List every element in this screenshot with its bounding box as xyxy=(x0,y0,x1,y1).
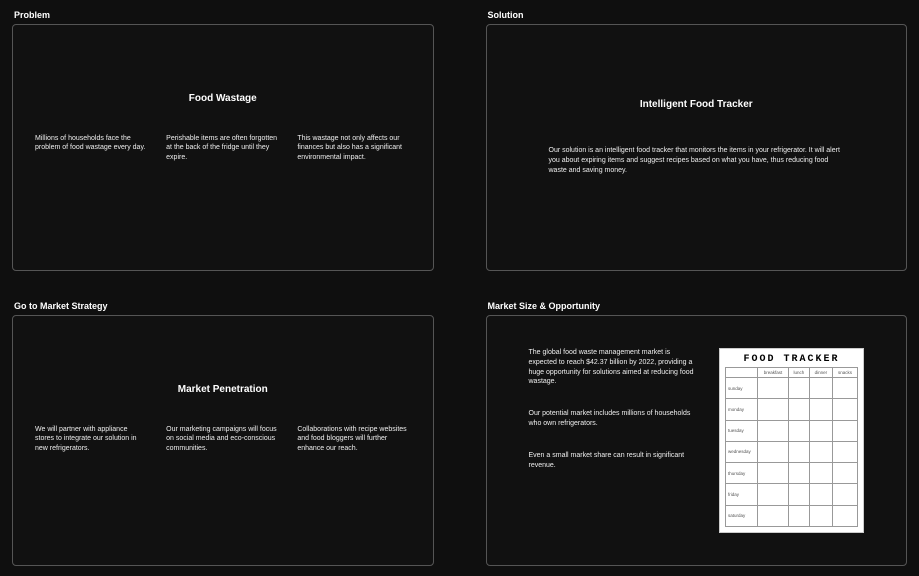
panel-gtm: Market Penetration We will partner with … xyxy=(12,315,434,566)
market-point-3: Even a small market share can result in … xyxy=(529,451,700,471)
tracker-day: sunday xyxy=(726,378,758,399)
tracker-day: tuesday xyxy=(726,420,758,441)
tracker-title: FOOD TRACKER xyxy=(725,354,858,365)
tracker-table: breakfast lunch dinner snacks sunday mon… xyxy=(725,367,858,527)
market-point-1: The global food waste management market … xyxy=(529,348,700,387)
tracker-col-snacks: snacks xyxy=(832,368,857,378)
tracker-body: sunday monday tuesday wednesday thursday… xyxy=(726,378,858,527)
tracker-col-dinner: dinner xyxy=(809,368,832,378)
tracker-day: saturday xyxy=(726,505,758,526)
tracker-row: saturday xyxy=(726,505,858,526)
panel-problem-label: Problem xyxy=(12,10,434,20)
market-row: The global food waste management market … xyxy=(509,334,885,547)
problem-title: Food Wastage xyxy=(35,93,411,104)
market-point-2: Our potential market includes millions o… xyxy=(529,409,700,429)
gtm-col-3: Collaborations with recipe websites and … xyxy=(297,425,410,453)
tracker-row: tuesday xyxy=(726,420,858,441)
gtm-col-1: We will partner with appliance stores to… xyxy=(35,425,148,453)
panel-solution-label: Solution xyxy=(486,10,908,20)
gtm-title: Market Penetration xyxy=(35,384,411,395)
tracker-row: wednesday xyxy=(726,441,858,462)
tracker-day: wednesday xyxy=(726,441,758,462)
gtm-col-2: Our marketing campaigns will focus on so… xyxy=(166,425,279,453)
gtm-columns: We will partner with appliance stores to… xyxy=(35,425,411,453)
tracker-day: monday xyxy=(726,399,758,420)
market-texts: The global food waste management market … xyxy=(529,348,700,533)
tracker-row: monday xyxy=(726,399,858,420)
problem-col-2: Perishable items are often forgotten at … xyxy=(166,134,279,162)
panel-problem-wrap: Problem Food Wastage Millions of househo… xyxy=(12,10,434,271)
tracker-row: friday xyxy=(726,484,858,505)
problem-col-3: This wastage not only affects our financ… xyxy=(297,134,410,162)
panel-solution-wrap: Solution Intelligent Food Tracker Our so… xyxy=(486,10,908,271)
tracker-row: sunday xyxy=(726,378,858,399)
problem-col-1: Millions of households face the problem … xyxy=(35,134,148,162)
tracker-col-blank xyxy=(726,368,758,378)
panel-market-wrap: Market Size & Opportunity The global foo… xyxy=(486,301,908,566)
food-tracker-sheet: FOOD TRACKER breakfast lunch dinner snac… xyxy=(719,348,864,533)
panel-market-label: Market Size & Opportunity xyxy=(486,301,908,311)
tracker-day: friday xyxy=(726,484,758,505)
slide-grid: Problem Food Wastage Millions of househo… xyxy=(0,0,919,576)
panel-gtm-label: Go to Market Strategy xyxy=(12,301,434,311)
solution-title: Intelligent Food Tracker xyxy=(509,99,885,110)
panel-gtm-wrap: Go to Market Strategy Market Penetration… xyxy=(12,301,434,566)
panel-problem: Food Wastage Millions of households face… xyxy=(12,24,434,271)
tracker-header-row: breakfast lunch dinner snacks xyxy=(726,368,858,378)
tracker-col-breakfast: breakfast xyxy=(758,368,789,378)
problem-columns: Millions of households face the problem … xyxy=(35,134,411,162)
tracker-day: thursday xyxy=(726,463,758,484)
tracker-col-lunch: lunch xyxy=(789,368,810,378)
tracker-row: thursday xyxy=(726,463,858,484)
solution-body: Our solution is an intelligent food trac… xyxy=(509,146,885,176)
panel-market: The global food waste management market … xyxy=(486,315,908,566)
panel-solution: Intelligent Food Tracker Our solution is… xyxy=(486,24,908,271)
